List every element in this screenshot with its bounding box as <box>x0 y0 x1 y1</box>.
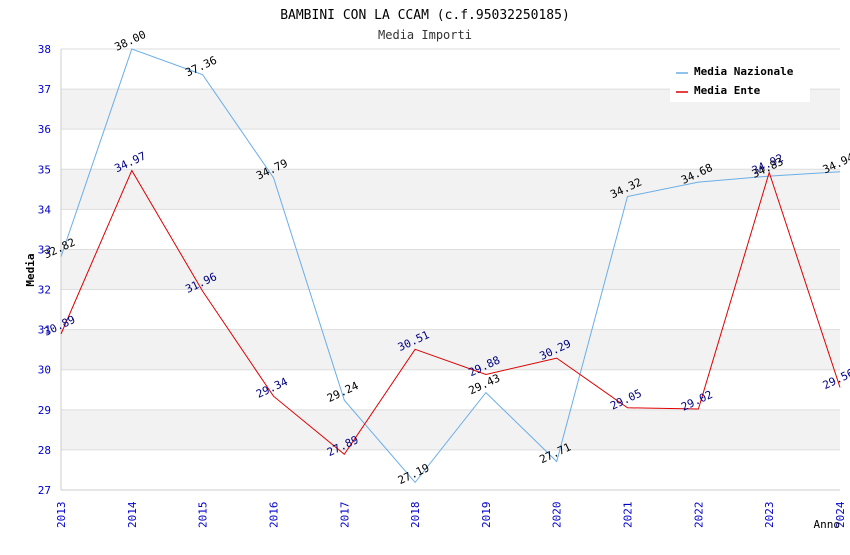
data-label: 38.00 <box>113 28 149 54</box>
tick-labels: 27 28 29 30 31 32 33 34 35 36 37 38 2013 2014 2015 2016… <box>38 43 847 528</box>
y-tick-label: 27 <box>38 484 51 497</box>
background-band <box>61 409 840 450</box>
data-label: 37.36 <box>183 54 219 80</box>
x-tick-label: 2023 <box>763 502 776 529</box>
x-tick-label: 2019 <box>480 502 493 528</box>
y-tick-label: 28 <box>38 444 51 457</box>
data-label: 29.05 <box>608 387 644 413</box>
y-tick-label: 29 <box>38 404 51 417</box>
x-tick-label: 2016 <box>267 502 280 529</box>
legend: Media Nazionale Media Ente <box>670 60 810 102</box>
y-tick-label: 35 <box>38 163 51 176</box>
y-tick-label: 36 <box>38 123 51 136</box>
x-tick-label: 2013 <box>55 502 68 529</box>
background-band <box>61 329 840 370</box>
series-line-media-ente <box>60 169 841 456</box>
y-tick-label: 38 <box>38 43 51 56</box>
data-label: 27.19 <box>396 461 432 487</box>
x-tick-label: 2021 <box>622 502 635 529</box>
background-bands <box>61 89 840 450</box>
series-lines <box>60 48 841 484</box>
series-line-media-nazionale <box>60 48 841 484</box>
x-axis-label: Anno <box>814 518 841 531</box>
x-tick-label: 2022 <box>692 502 705 529</box>
background-band <box>61 249 840 290</box>
y-tick-label: 37 <box>38 83 51 96</box>
x-tick-label: 2020 <box>551 502 564 529</box>
y-axis-label: Media <box>24 253 37 286</box>
y-tick-label: 32 <box>38 284 51 297</box>
data-label: 29.24 <box>325 379 361 405</box>
x-tick-label: 2015 <box>197 502 210 529</box>
chart-title: BAMBINI CON LA CCAM (c.f.95032250185) <box>280 8 570 23</box>
y-tick-label: 34 <box>38 203 52 216</box>
data-label: 29.34 <box>254 375 290 401</box>
x-tick-label: 2014 <box>126 501 139 528</box>
legend-background <box>670 60 810 102</box>
y-tick-label: 33 <box>38 243 51 256</box>
y-tick-label: 30 <box>38 364 51 377</box>
chart-subtitle: Media Importi <box>378 28 472 42</box>
background-band <box>61 169 840 210</box>
legend-label-media-nazionale: Media Nazionale <box>694 65 794 78</box>
x-tick-label: 2018 <box>409 502 422 529</box>
legend-label-media-ente: Media Ente <box>694 84 761 97</box>
x-tick-label: 2017 <box>338 502 351 529</box>
y-tick-label: 31 <box>38 324 51 337</box>
axes <box>60 49 840 491</box>
x-tick-label: 2024 <box>834 501 847 528</box>
